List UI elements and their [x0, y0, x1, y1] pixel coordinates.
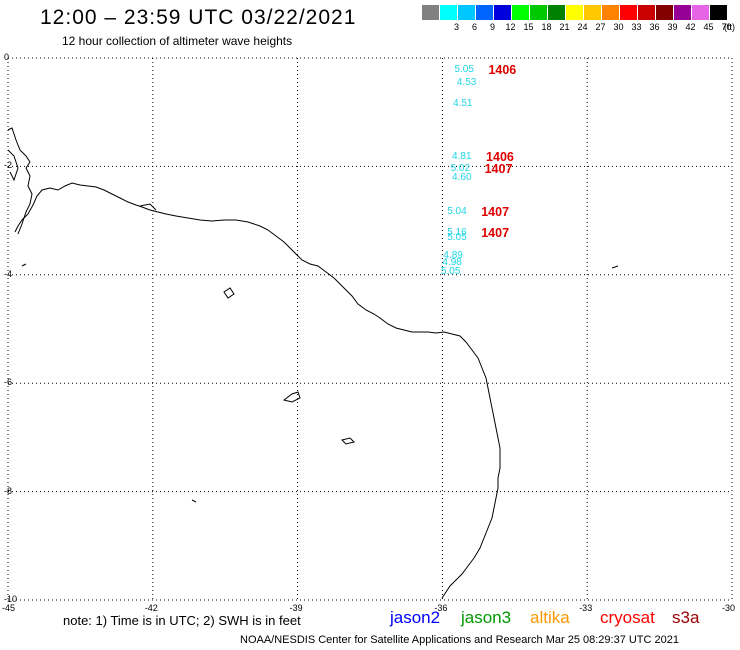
observation-time: 1406	[486, 150, 514, 165]
legend-swatch	[674, 5, 691, 20]
legend-label: 27	[595, 22, 606, 32]
page-subtitle: 12 hour collection of altimeter wave hei…	[62, 34, 293, 48]
observation-time: 1407	[481, 205, 510, 220]
legend-label: 33	[631, 22, 642, 32]
legend-swatch	[512, 5, 529, 20]
legend-label: 21	[559, 22, 570, 32]
legend-label: 12	[505, 22, 516, 32]
satellite-label-cryosat: cryosat	[600, 608, 655, 627]
swh-value: 5.02	[450, 162, 471, 174]
legend-swatch	[602, 5, 619, 20]
footer-note: note: 1) Time is in UTC; 2) SWH is in fe…	[63, 613, 301, 628]
legend-label: 70	[721, 22, 732, 32]
lat-tick-label: -2	[4, 160, 13, 171]
legend-swatch	[458, 5, 475, 20]
page-title: 12:00 – 23:59 UTC 03/22/2021	[40, 6, 357, 29]
swh-value: 5.05	[454, 63, 474, 75]
swh-value: 4.98	[442, 256, 462, 268]
legend-swatch	[548, 5, 565, 20]
observation-time: 1407	[484, 161, 513, 176]
swh-value: 5.04	[447, 206, 467, 218]
lon-tick-label: -30	[722, 603, 736, 613]
legend-swatch	[620, 5, 637, 20]
legend-swatch	[530, 5, 547, 20]
lon-tick-label: -36	[434, 603, 448, 613]
satellite-label-jason3: jason3	[461, 608, 512, 627]
lat-tick-label: -4	[4, 268, 13, 279]
lon-tick-label: -33	[579, 603, 593, 613]
lon-tick-label: -42	[144, 603, 158, 613]
observation-time: 1406	[488, 62, 517, 77]
legend-swatch	[440, 5, 457, 20]
map-grid	[7, 57, 733, 601]
swh-value: 4.81	[452, 151, 472, 163]
small-island-2	[611, 265, 619, 269]
small-island-5	[21, 263, 27, 267]
satellite-label-s3a: s3a	[672, 608, 700, 627]
swh-value: 4.60	[452, 172, 472, 184]
legend-label: 36	[649, 22, 660, 32]
legend-swatch	[584, 5, 601, 20]
legend-swatch	[638, 5, 655, 20]
lat-tick-label: -8	[4, 485, 13, 496]
fernando-noronha	[282, 391, 301, 403]
legend-swatch	[422, 5, 439, 20]
legend-unit: (ft)	[724, 22, 735, 32]
rocas-atoll	[223, 287, 235, 299]
coastline	[7, 127, 619, 599]
credit-line: NOAA/NESDIS Center for Satellite Applica…	[240, 634, 680, 646]
legend-label: 15	[523, 22, 534, 32]
swh-value: 5.05	[440, 266, 461, 278]
legend-label: 30	[613, 22, 624, 32]
legend-label: 45	[703, 22, 714, 32]
legend-label: 18	[541, 22, 552, 32]
small-island-1	[341, 437, 355, 445]
legend-swatch	[476, 5, 493, 20]
swh-value: 5.16	[447, 227, 467, 239]
legend-label: 3	[453, 22, 459, 32]
swh-value: 4.89	[443, 249, 463, 261]
lat-tick-label: 0	[4, 52, 10, 62]
legend-label: 9	[489, 22, 495, 32]
legend-swatch	[656, 5, 673, 20]
satellite-label-altika: altika	[530, 608, 570, 627]
observation-time: 1407	[481, 226, 510, 241]
legend-label: 6	[471, 22, 477, 32]
legend-swatch	[566, 5, 583, 20]
legend-swatch	[494, 5, 511, 20]
small-island-3	[191, 499, 197, 503]
legend-label: 39	[667, 22, 678, 32]
legend-swatch	[710, 5, 727, 20]
legend-label: 24	[577, 22, 588, 32]
north-coast-islands	[7, 127, 33, 235]
swh-value: 4.51	[453, 98, 473, 110]
legend-label: 42	[685, 22, 696, 32]
legend-swatch	[692, 5, 709, 20]
lat-tick-label: -6	[4, 377, 13, 388]
lat-tick-label: -10	[4, 594, 18, 604]
satellite-label-jason2: jason2	[390, 608, 441, 627]
small-island-4	[139, 203, 157, 211]
swh-value: 5.05	[447, 232, 467, 244]
brazil-coastline	[14, 182, 501, 599]
lon-tick-label: -39	[289, 603, 303, 613]
lon-tick-label: -45	[2, 603, 16, 613]
swh-value: 4.53	[456, 77, 477, 89]
